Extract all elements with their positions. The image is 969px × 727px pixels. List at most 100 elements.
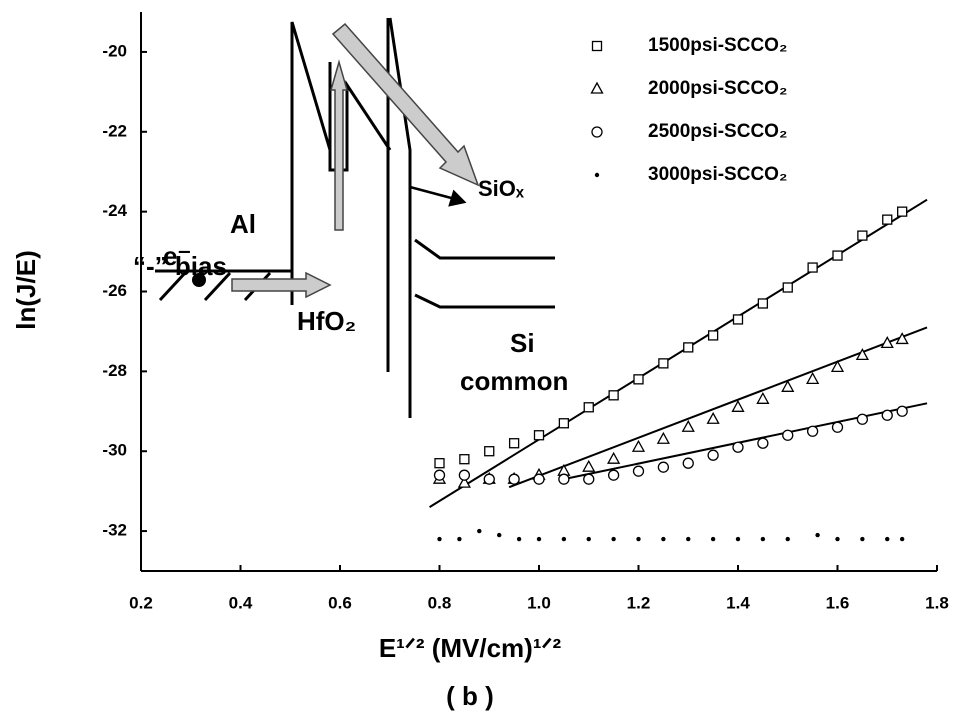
- point: [608, 390, 619, 401]
- annotation: Si: [510, 328, 535, 358]
- point: [860, 536, 865, 542]
- point: [459, 454, 470, 465]
- point: [732, 441, 744, 453]
- annotation: Al: [230, 209, 256, 239]
- point: [806, 371, 820, 384]
- point: [885, 536, 890, 542]
- annotation: HfO₂: [297, 306, 356, 336]
- point: [508, 438, 520, 449]
- x-tick-label: 1.6: [826, 593, 850, 612]
- point: [782, 282, 793, 293]
- point: [815, 532, 820, 538]
- y-tick-label: -24: [102, 201, 127, 220]
- point: [457, 475, 471, 488]
- point: [756, 391, 770, 404]
- point: [781, 379, 795, 392]
- point: [835, 536, 840, 542]
- fit-line: [429, 198, 928, 508]
- legend-label: 3000psi-SCCO₂: [648, 164, 787, 185]
- point: [683, 342, 694, 353]
- point: [707, 330, 719, 341]
- point: [855, 348, 869, 361]
- point: [882, 214, 893, 225]
- point: [458, 469, 471, 481]
- point: [583, 473, 595, 485]
- y-tick-label: -22: [102, 121, 127, 140]
- point: [484, 446, 495, 457]
- siox-arrow: [409, 185, 467, 207]
- point: [682, 457, 694, 469]
- point: [706, 411, 720, 424]
- point: [686, 536, 691, 542]
- point: [434, 458, 445, 469]
- point: [633, 374, 644, 385]
- legend-label: 2000psi-SCCO₂: [648, 78, 787, 99]
- point: [586, 536, 591, 542]
- point: [831, 421, 844, 433]
- point: [457, 536, 462, 542]
- point: [857, 230, 868, 241]
- x-tick-label: 0.8: [428, 593, 452, 612]
- point: [897, 206, 908, 217]
- y-tick-label: -28: [102, 361, 127, 380]
- point: [437, 536, 442, 542]
- point: [896, 405, 908, 417]
- point: [806, 425, 819, 437]
- point: [707, 449, 719, 461]
- annotation: common: [460, 366, 568, 396]
- y-axis-label: ln(J/E): [11, 250, 41, 329]
- y-tick-label: -20: [102, 41, 127, 60]
- point: [782, 429, 794, 441]
- point: [536, 536, 542, 542]
- point: [681, 419, 695, 432]
- x-axis-label: E¹ᐟ² (MV/cm)¹ᐟ²: [379, 633, 562, 663]
- point: [657, 461, 670, 473]
- point: [785, 536, 790, 542]
- x-tick-label: 1.4: [726, 593, 750, 612]
- point: [656, 431, 670, 444]
- y-tick-label: -30: [102, 441, 127, 460]
- point: [607, 469, 620, 481]
- x-tick-label: 0.2: [129, 593, 153, 612]
- point: [561, 536, 567, 542]
- x-tick-label: 0.6: [328, 593, 352, 612]
- point: [636, 536, 641, 542]
- x-tick-label: 0.4: [229, 593, 253, 612]
- band-arrows: [231, 22, 480, 299]
- point: [558, 418, 570, 429]
- point: [710, 536, 716, 542]
- annotation: e⁻: [163, 241, 191, 271]
- point: [880, 336, 894, 349]
- point: [583, 402, 594, 413]
- x-tick-label: 1.8: [925, 593, 949, 612]
- point: [483, 473, 495, 485]
- annotation: SiOₓ: [478, 176, 525, 201]
- point: [533, 473, 545, 485]
- point: [757, 437, 769, 449]
- point: [830, 360, 845, 373]
- point: [631, 439, 646, 452]
- point: [731, 399, 745, 412]
- point: [477, 528, 482, 534]
- point: [433, 469, 446, 481]
- point: [895, 332, 909, 345]
- point: [508, 473, 520, 485]
- point: [558, 473, 570, 485]
- point: [533, 430, 545, 441]
- point: [757, 298, 769, 309]
- point: [881, 409, 893, 421]
- y-tick-label: -32: [102, 521, 127, 540]
- legend-marker: [591, 126, 603, 138]
- legend-marker: [590, 81, 604, 94]
- y-tick-label: -26: [102, 281, 127, 300]
- point: [832, 250, 843, 261]
- point: [607, 451, 621, 464]
- fit-line: [563, 402, 928, 481]
- point: [582, 459, 596, 472]
- point: [856, 413, 869, 425]
- legend-marker: [594, 172, 600, 178]
- electron: [192, 273, 206, 287]
- fit-line: [508, 326, 928, 489]
- annotation: “-” bias: [133, 251, 227, 281]
